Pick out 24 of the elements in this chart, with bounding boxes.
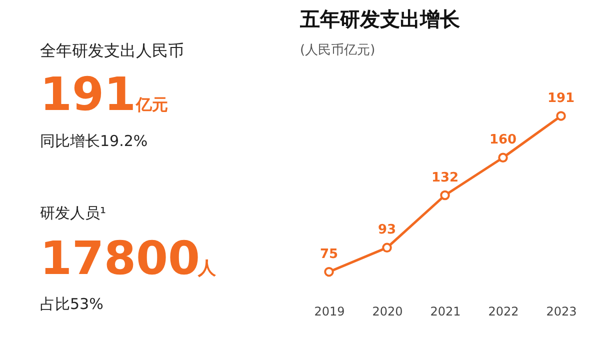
text: 人 [197,258,217,279]
point [440,190,450,200]
chart-subtitle: (人民币亿元) [300,43,376,58]
x-tick-label: 2022 [488,304,519,318]
x-tick-label: 2023 [546,304,577,318]
text: 全年研发支出人民币 [40,41,184,60]
point [498,152,508,162]
point [382,242,392,253]
x-tick-label: 2020 [372,304,403,318]
data-label: 191 [547,90,575,106]
text: 191 [40,67,136,121]
text: 占比53% [40,295,104,313]
data-label: 160 [489,132,517,148]
x-tick-label: 2019 [314,304,345,318]
text: 亿元 [135,95,168,114]
data-label: 75 [320,246,338,262]
text: 研发人员¹ [40,204,106,222]
text: 同比增长19.2% [40,132,148,150]
data-label: 132 [431,170,459,186]
data-label: 93 [378,222,396,238]
point [556,111,566,121]
point [324,266,334,277]
chart-title: 五年研发支出增长 [299,7,461,31]
x-tick-label: 2021 [430,304,461,318]
